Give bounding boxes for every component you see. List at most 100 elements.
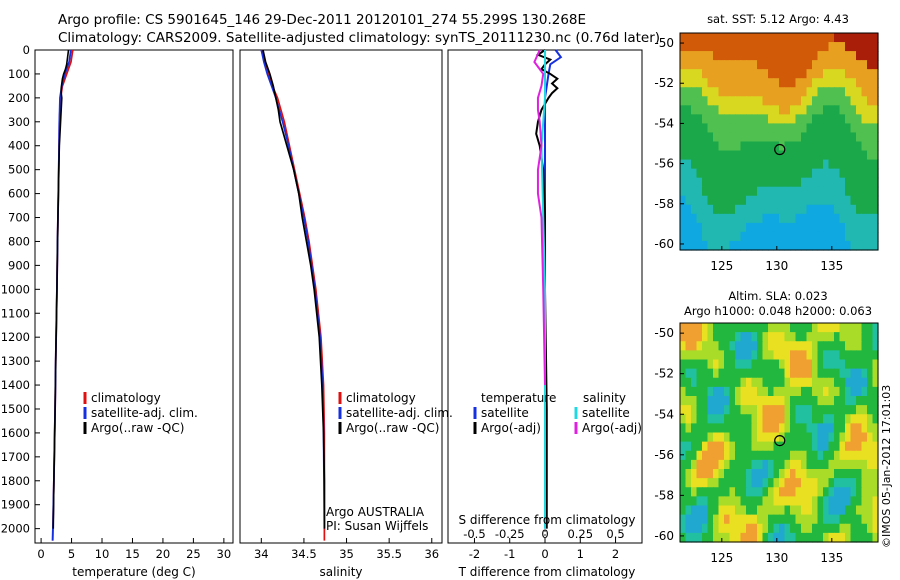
map-cell xyxy=(680,150,687,161)
map-cell xyxy=(845,368,852,379)
map-cell xyxy=(790,51,797,61)
map-cell xyxy=(729,368,736,379)
map-cell xyxy=(757,469,764,479)
map-cell xyxy=(861,177,868,188)
depth-tick-label: 1500 xyxy=(1,402,30,416)
map-cell xyxy=(680,396,687,406)
map-cell xyxy=(762,222,769,233)
map-cell xyxy=(867,78,874,88)
map-cell xyxy=(729,213,736,224)
map-cell xyxy=(680,450,687,461)
map-cell xyxy=(762,441,769,452)
map-cell xyxy=(713,150,720,161)
map-cell xyxy=(718,459,725,470)
map-cell xyxy=(762,42,769,52)
depth-tick-label: 400 xyxy=(8,139,30,153)
map-cell xyxy=(828,487,835,497)
map-cell xyxy=(872,231,879,242)
map-cell xyxy=(784,69,791,79)
map-cell xyxy=(872,204,879,215)
map-cell xyxy=(790,432,797,443)
map-cell xyxy=(746,377,753,388)
map-cell xyxy=(823,332,830,342)
map-cell xyxy=(801,459,808,470)
temp-series-satellite xyxy=(51,49,72,541)
map-cell xyxy=(751,51,758,61)
map-cell xyxy=(724,532,731,543)
map-cell xyxy=(806,396,813,406)
map-cell xyxy=(735,150,742,161)
map-cell xyxy=(817,33,824,43)
map-cell xyxy=(746,396,753,406)
map-cell xyxy=(784,377,791,388)
map-cell xyxy=(735,478,742,488)
map-cell xyxy=(680,377,687,388)
map-cell xyxy=(707,423,714,434)
map-cell xyxy=(757,240,764,251)
map-cell xyxy=(762,105,769,115)
map-cell xyxy=(724,42,731,52)
map-cell xyxy=(768,523,775,534)
map-cell xyxy=(856,150,863,161)
map-cell xyxy=(696,396,703,406)
map-cell xyxy=(751,459,758,470)
map-cell xyxy=(713,177,720,188)
depth-tick-label: 800 xyxy=(8,234,30,248)
map-cell xyxy=(702,323,709,333)
map-cell xyxy=(856,441,863,452)
map-cell xyxy=(823,33,830,43)
legend-title-salinity: salinity xyxy=(583,391,626,405)
map-cell xyxy=(751,450,758,461)
map-cell xyxy=(696,532,703,543)
map-cell xyxy=(707,123,714,134)
map-cell xyxy=(724,359,731,370)
map-cell xyxy=(839,60,846,70)
map-cell xyxy=(740,432,747,443)
map-cell xyxy=(861,123,868,134)
map-cell xyxy=(735,423,742,434)
map-cell xyxy=(790,69,797,79)
map-cell xyxy=(751,60,758,70)
map-cell xyxy=(784,33,791,43)
map-cell xyxy=(707,42,714,52)
map-cell xyxy=(850,523,857,534)
map-cell xyxy=(823,396,830,406)
map-cell xyxy=(762,414,769,424)
map-cell xyxy=(806,132,813,143)
map-cell xyxy=(801,51,808,61)
map-cell xyxy=(795,231,802,242)
map-cell xyxy=(790,414,797,424)
legend-label: climatology xyxy=(91,391,161,405)
map-cell xyxy=(872,177,879,188)
map-cell xyxy=(746,350,753,361)
map-cell xyxy=(867,240,874,251)
map-cell xyxy=(812,159,819,170)
map-cell xyxy=(790,78,797,88)
map-cell xyxy=(850,350,857,361)
map-cell xyxy=(850,69,857,79)
map-cell xyxy=(872,222,879,233)
map-cell xyxy=(696,60,703,70)
map-cell xyxy=(850,496,857,507)
map-cell xyxy=(773,186,780,197)
map-cell xyxy=(724,132,731,143)
map-cell xyxy=(718,523,725,534)
map-cell xyxy=(801,405,808,415)
map-cell xyxy=(685,423,692,434)
map-cell xyxy=(845,450,852,461)
map-cell xyxy=(691,368,698,379)
map-cell xyxy=(729,186,736,197)
map-cell xyxy=(861,441,868,452)
map-cell xyxy=(806,359,813,370)
map-cell xyxy=(757,496,764,507)
map-cell xyxy=(757,377,764,388)
map-cell xyxy=(768,368,775,379)
map-cell xyxy=(861,505,868,516)
map-cell xyxy=(751,405,758,415)
map-cell xyxy=(823,159,830,170)
sst-map-title: sat. SST: 5.12 Argo: 4.43 xyxy=(707,12,849,26)
map-cell xyxy=(729,114,736,125)
map-cell xyxy=(790,114,797,125)
map-cell xyxy=(702,405,709,415)
